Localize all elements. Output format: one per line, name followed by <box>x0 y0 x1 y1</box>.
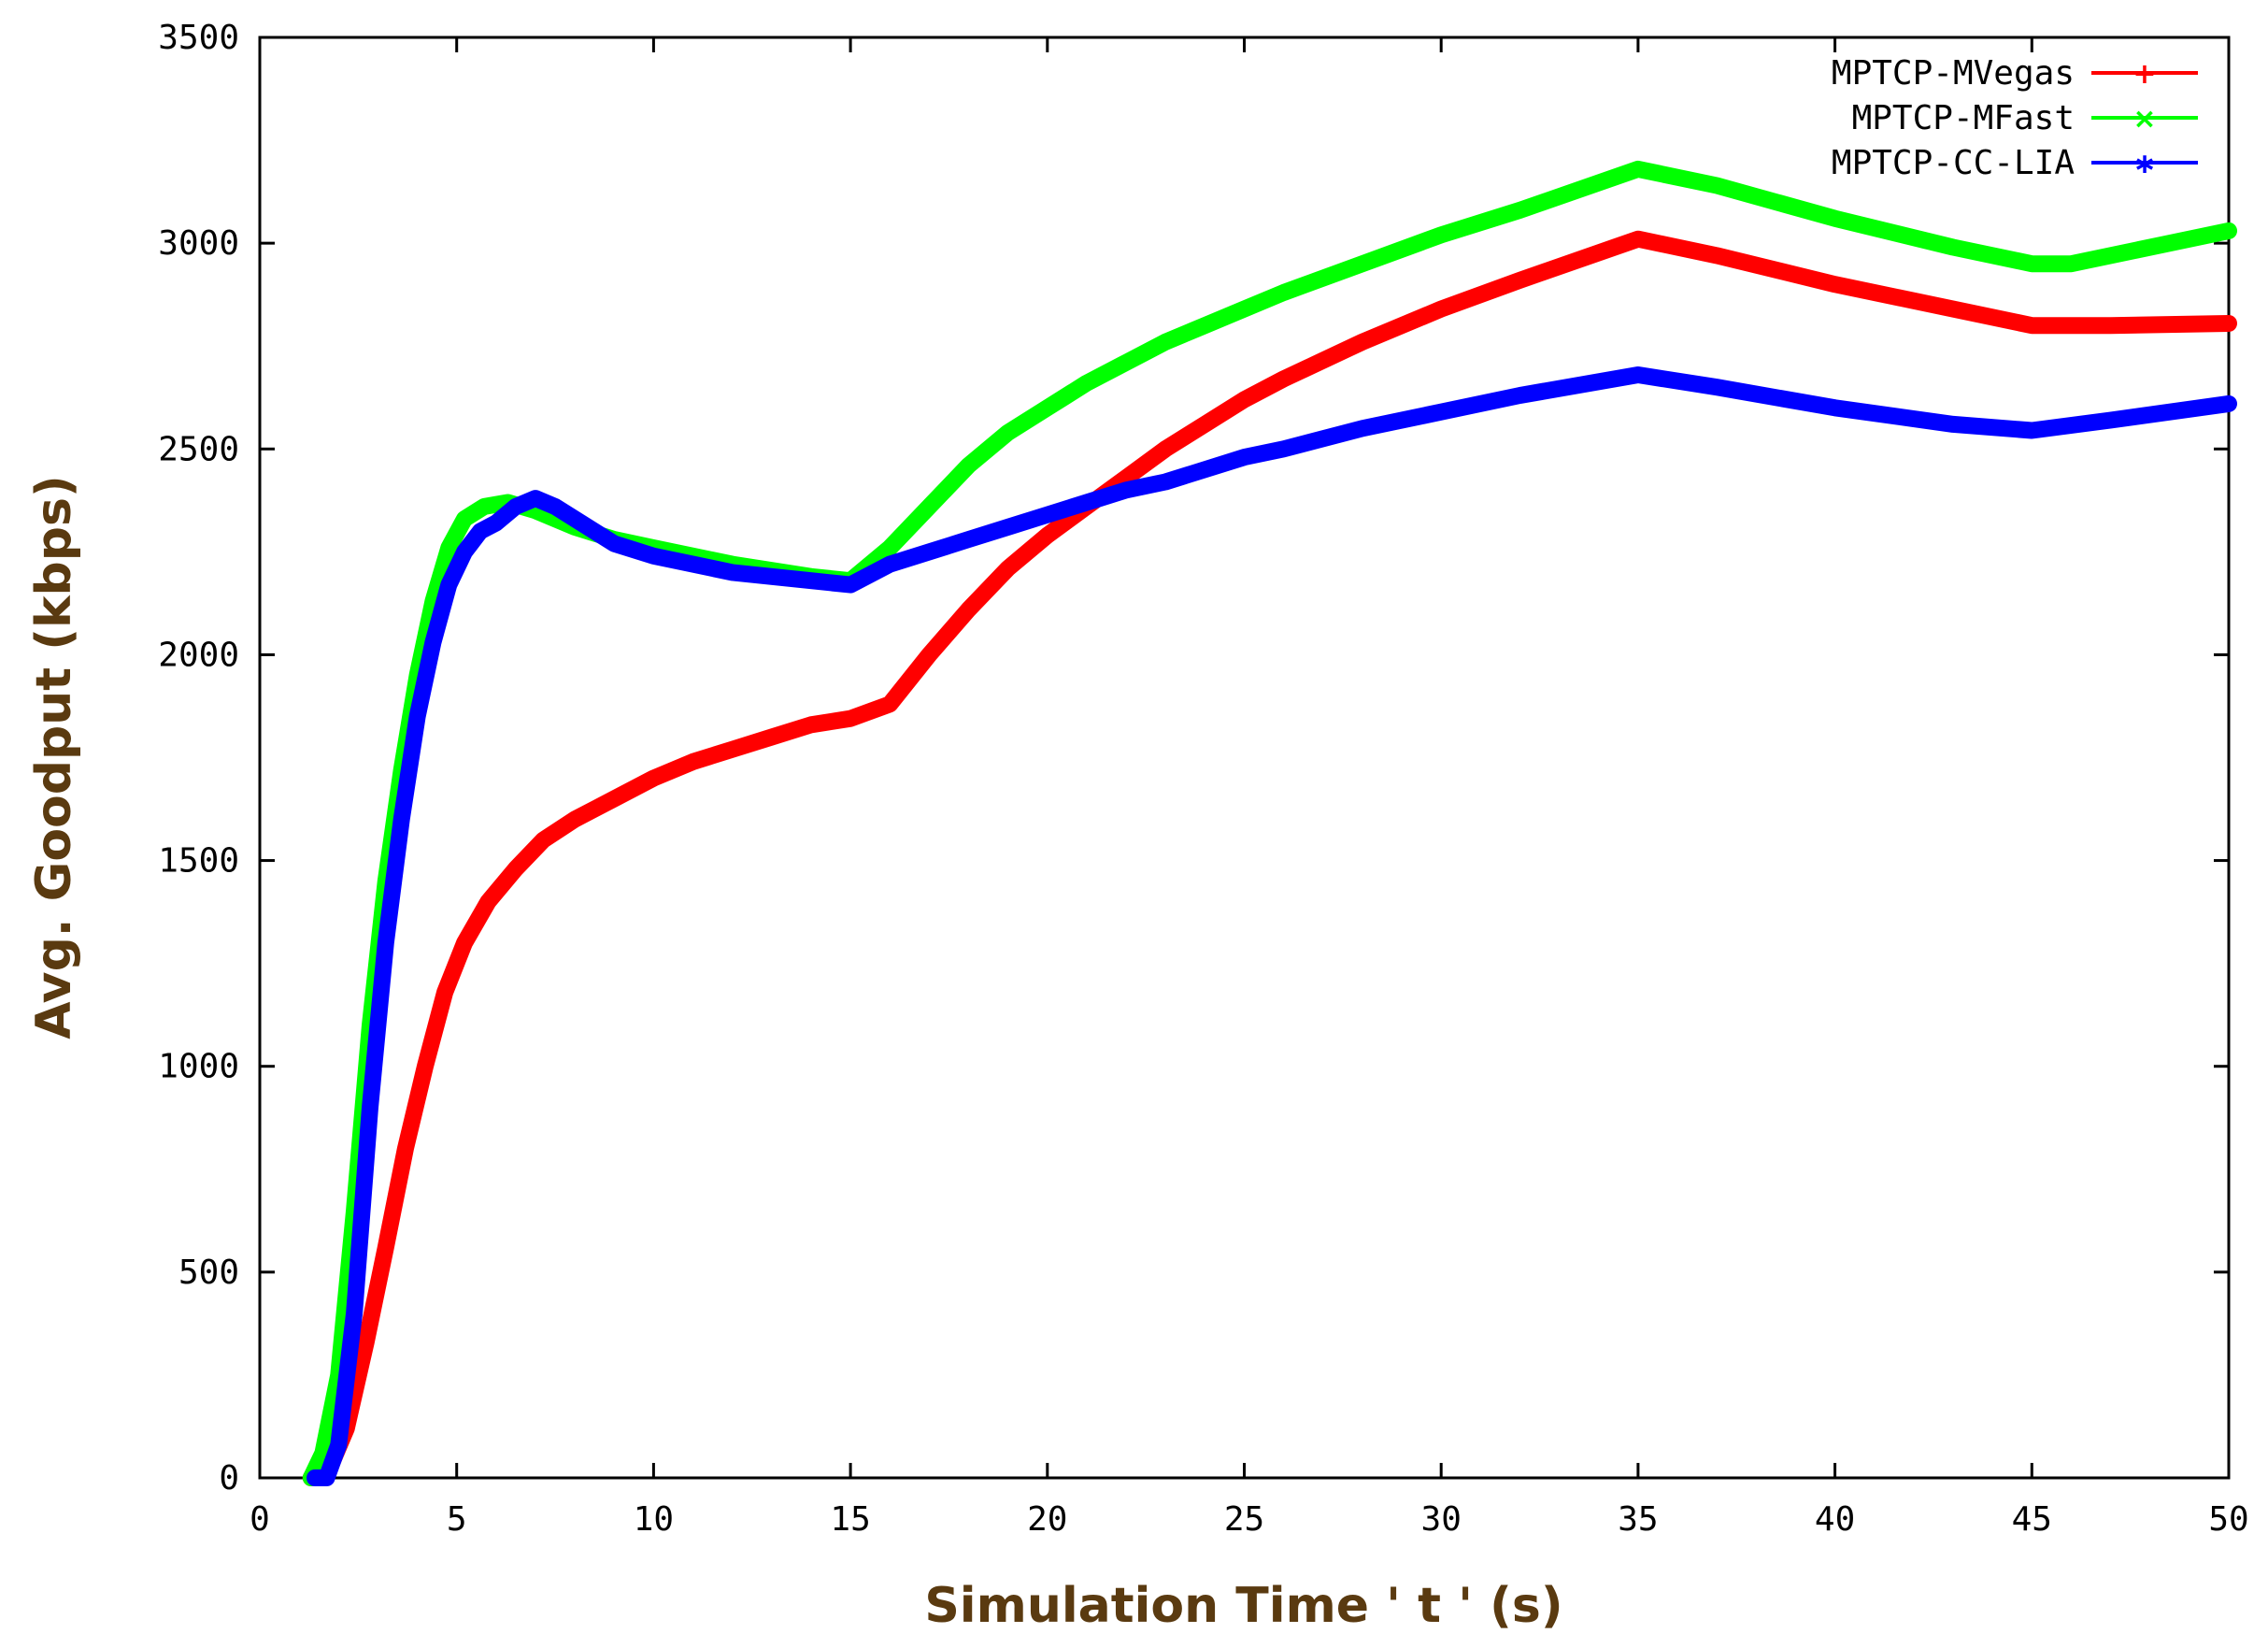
x-tick-label: 25 <box>1224 1500 1264 1539</box>
legend-label: MPTCP-CC-LIA <box>1832 144 2075 182</box>
x-tick-label: 45 <box>2012 1500 2052 1539</box>
y-tick-label: 1500 <box>158 842 239 881</box>
series-line-mptcp-mvegas <box>302 230 2237 1486</box>
x-tick-label: 35 <box>1618 1500 1658 1539</box>
x-tick-label: 20 <box>1027 1500 1067 1539</box>
legend-marker-icon: × <box>2132 103 2156 136</box>
legend-label: MPTCP-MFast <box>1852 99 2075 137</box>
y-tick-label: 2000 <box>158 636 239 674</box>
axis-tick-labels: 0 5 10 15 20 25 30 35 40 45 5005001000150020002500… <box>158 19 2248 1539</box>
x-tick-label: 40 <box>1815 1500 1855 1539</box>
x-tick-label: 0 <box>250 1500 270 1539</box>
x-tick-label: 30 <box>1421 1500 1462 1539</box>
x-tick-label: 50 <box>2208 1500 2248 1539</box>
y-tick-label: 0 <box>219 1459 239 1498</box>
legend-label: MPTCP-MVegas <box>1832 54 2075 93</box>
y-tick-label: 1000 <box>158 1048 239 1086</box>
plot-frame <box>258 36 2231 1480</box>
legend-marker-icon: + <box>2132 58 2156 91</box>
x-axis-title: Simulation Time ' t ' (s) <box>924 1578 1562 1634</box>
x-tick-label: 10 <box>634 1500 674 1539</box>
legend-marker-icon: ∗ <box>2132 148 2156 180</box>
series-lines <box>302 160 2237 1486</box>
y-tick-label: 2500 <box>158 430 239 468</box>
y-tick-label: 500 <box>178 1254 239 1292</box>
x-tick-label: 15 <box>830 1500 870 1539</box>
legend: MPTCP-MVegas + MPTCP-MFast × MPTCP-CC-LIA ∗ <box>1832 54 2198 182</box>
y-tick-label: 3500 <box>158 19 239 57</box>
axis-ticks <box>258 36 2231 1480</box>
series-line-mptcp-cc-lia <box>307 366 2237 1486</box>
series-line-mptcp-mfast <box>302 160 2237 1486</box>
y-tick-label: 3000 <box>158 224 239 263</box>
y-axis-title: Avg. Goodput (kbps) <box>26 475 82 1039</box>
x-tick-label: 5 <box>447 1500 467 1539</box>
